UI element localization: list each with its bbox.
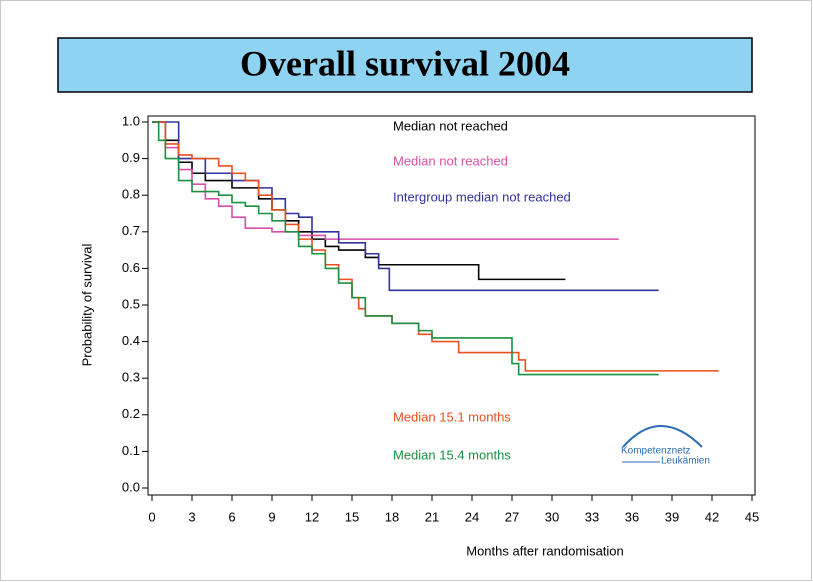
x-tick-label: 30: [545, 509, 559, 524]
x-tick-label: 45: [745, 509, 759, 524]
survival-curve: [152, 121, 719, 372]
x-tick-label: 0: [148, 509, 155, 524]
title-box: [57, 37, 753, 93]
y-tick-label: 1.0: [122, 113, 140, 128]
x-tick-label: 9: [268, 509, 275, 524]
y-tick-label: 0.6: [122, 260, 140, 275]
x-tick-label: 24: [465, 509, 479, 524]
logo-text: Leukämien: [661, 456, 710, 467]
x-tick-label: 18: [385, 509, 399, 524]
survival-curve: [152, 121, 659, 292]
logo-arc: [622, 425, 703, 448]
y-tick-label: 0.2: [122, 406, 140, 421]
annotation: Median not reached: [393, 153, 508, 168]
survival-curve: [152, 121, 659, 376]
logo-text: Kompetenznetz: [621, 446, 691, 457]
annotation: Median not reached: [393, 118, 508, 133]
x-tick-label: 3: [188, 509, 195, 524]
x-tick-label: 36: [625, 509, 639, 524]
x-axis-label: Months after randomisation: [466, 543, 624, 558]
y-tick-label: 0.8: [122, 187, 140, 202]
chart-title: Overall survival 2004: [240, 43, 570, 83]
annotation: Intergroup median not reached: [393, 189, 571, 204]
y-tick-label: 0.3: [122, 370, 140, 385]
x-tick-label: 15: [345, 509, 359, 524]
annotation: Median 15.4 months: [393, 447, 511, 462]
x-tick-label: 39: [665, 509, 679, 524]
x-tick-label: 12: [305, 509, 319, 524]
x-tick-label: 21: [425, 509, 439, 524]
annotation: Median 15.1 months: [393, 409, 511, 424]
y-tick-label: 0.0: [122, 479, 140, 494]
y-axis-label: Probability of survival: [79, 243, 94, 366]
x-tick-label: 6: [228, 509, 235, 524]
x-tick-label: 27: [505, 509, 519, 524]
x-tick-label: 33: [585, 509, 599, 524]
y-tick-label: 0.5: [122, 296, 140, 311]
y-tick-label: 0.4: [122, 333, 140, 348]
x-tick-label: 42: [705, 509, 719, 524]
y-tick-label: 0.1: [122, 443, 140, 458]
y-tick-label: 0.9: [122, 150, 140, 165]
y-tick-label: 0.7: [122, 223, 140, 238]
